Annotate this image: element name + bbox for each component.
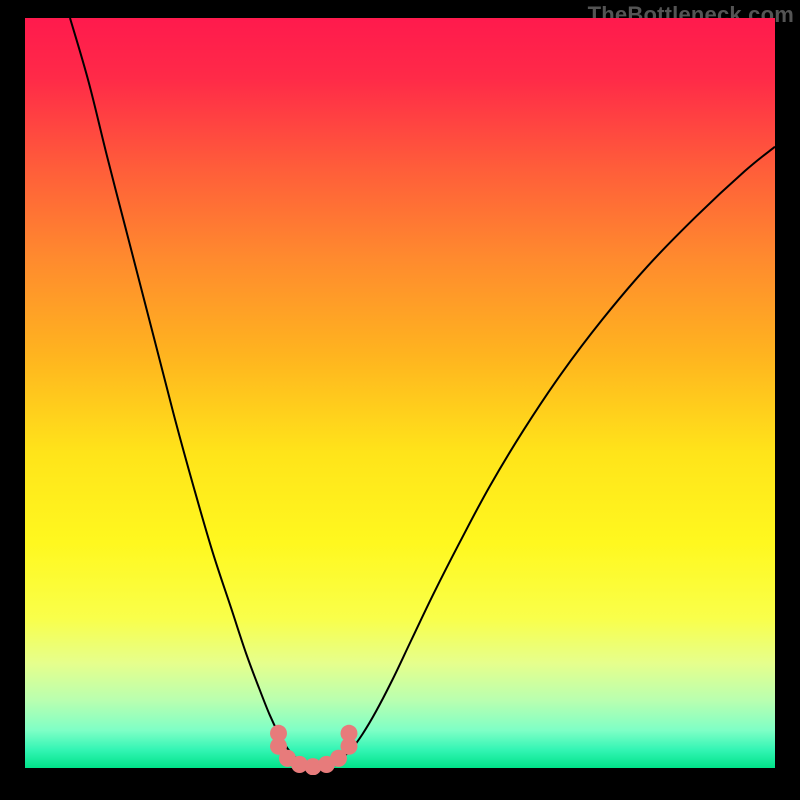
valley-markers [270,725,357,775]
chart-svg [25,18,775,775]
valley-marker [341,725,358,742]
plot-area [25,18,775,775]
bottleneck-curve [70,18,775,766]
